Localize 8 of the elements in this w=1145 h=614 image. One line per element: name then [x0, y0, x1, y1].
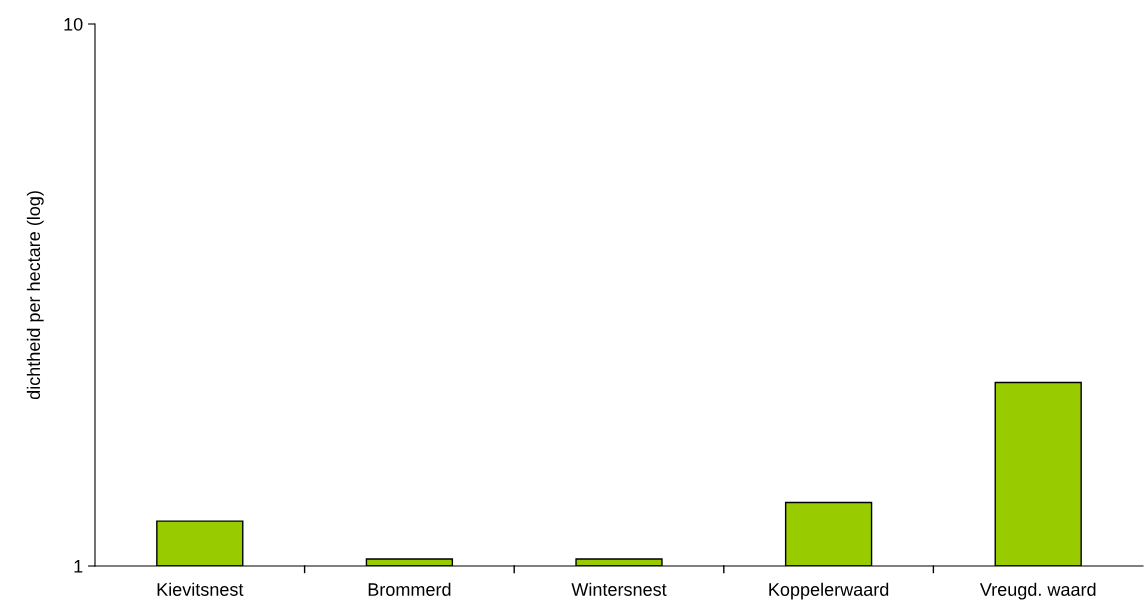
x-tick-label: Koppelerwaard [769, 582, 889, 600]
x-tick-label: Kievitsnest [157, 582, 244, 596]
x-tick-label: Vreugd. waard [979, 582, 1096, 600]
y-tick-label: 1 [74, 560, 83, 573]
x-tick-label: Wintersnest [571, 582, 667, 596]
y-axis-title: dichtheid per hectare (log) [26, 191, 44, 400]
y-tick-label: 10 [64, 17, 83, 31]
x-tick-label: Brommerd [368, 582, 451, 596]
